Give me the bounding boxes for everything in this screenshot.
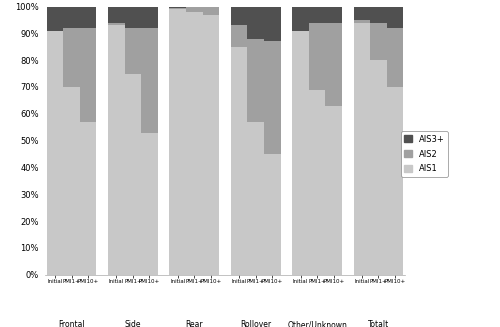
Bar [108,25,124,275]
Bar [264,42,280,154]
Bar [186,7,202,12]
Bar [186,12,202,275]
Bar [141,28,158,132]
Bar [231,25,248,47]
Bar [264,154,280,275]
Bar [387,28,404,87]
Bar [231,47,248,275]
Bar [170,8,186,9]
Bar [63,87,80,275]
Bar [370,7,387,23]
Bar [248,7,264,39]
Bar [292,31,309,275]
Bar [264,7,280,42]
Bar [141,132,158,275]
Bar [170,9,186,275]
Text: Side: Side [124,320,141,327]
Bar [309,7,326,23]
Bar [231,7,248,25]
Bar [46,31,63,275]
Bar [170,7,186,8]
Bar [124,28,141,74]
Text: Totalt: Totalt [368,320,389,327]
Bar [80,7,96,28]
Bar [80,28,96,122]
Bar [63,7,80,28]
Bar [326,23,342,106]
Bar [309,23,326,90]
Bar [309,90,326,275]
Bar [326,7,342,23]
Text: Rear: Rear [186,320,203,327]
Bar [202,7,219,15]
Legend: AIS3+, AIS2, AIS1: AIS3+, AIS2, AIS1 [401,131,448,177]
Bar [387,7,404,28]
Bar [370,23,387,60]
Bar [63,28,80,87]
Bar [248,39,264,122]
Bar [124,7,141,28]
Bar [248,122,264,275]
Text: Rollover: Rollover [240,320,272,327]
Bar [141,7,158,28]
Bar [124,74,141,275]
Bar [108,7,124,23]
Bar [292,7,309,31]
Bar [354,20,370,23]
Bar [80,122,96,275]
Bar [46,7,63,31]
Bar [202,15,219,275]
Text: Other/Unknown: Other/Unknown [287,320,347,327]
Text: Frontal: Frontal [58,320,85,327]
Bar [108,23,124,25]
Bar [387,87,404,275]
Bar [354,23,370,275]
Bar [326,106,342,275]
Bar [370,60,387,275]
Bar [354,7,370,20]
